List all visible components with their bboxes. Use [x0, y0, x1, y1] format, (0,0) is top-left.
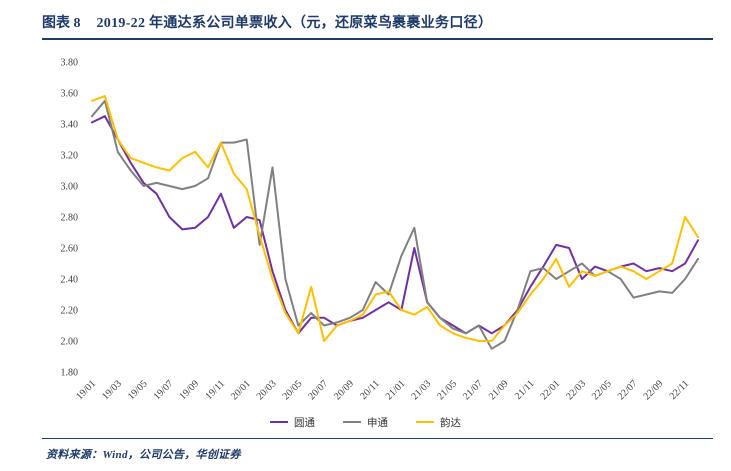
chart-area: 1.80 2.00 2.20 2.40 2.60 2.80 3.00 3.20 3.40 3.60… — [0, 42, 731, 428]
x-tick-label: 22/03 — [564, 378, 588, 402]
y-tick-label: 2.60 — [61, 244, 79, 255]
legend-item-yunda: 韵达 — [416, 415, 461, 430]
legend-swatch-sto — [343, 421, 361, 423]
legend-label-sto: 申通 — [367, 417, 388, 429]
x-tick-label: 20/09 — [332, 378, 356, 402]
chart-legend: 圆通 申通 韵达 — [0, 414, 731, 430]
series-line-sto — [91, 99, 699, 350]
x-tick-label: 20/07 — [306, 378, 330, 402]
legend-label-yto: 圆通 — [294, 417, 315, 429]
x-tick-label: 20/03 — [255, 378, 279, 402]
x-tick-label: 21/05 — [435, 378, 459, 402]
x-tick-label: 21/07 — [461, 378, 485, 402]
x-tick-label: 20/01 — [229, 378, 253, 402]
y-tick-label: 3.80 — [61, 58, 79, 69]
series-line-yunda — [91, 95, 699, 342]
x-tick-label: 19/05 — [126, 378, 150, 402]
x-tick-label: 20/11 — [358, 378, 382, 402]
x-tick-label: 19/07 — [152, 378, 176, 402]
y-tick-label: 3.40 — [61, 120, 79, 131]
x-tick-label: 21/11 — [513, 378, 537, 402]
x-tick-label: 22/09 — [642, 378, 666, 402]
x-tick-label: 22/01 — [538, 378, 562, 402]
title-divider — [42, 38, 713, 40]
x-tick-label: 22/05 — [590, 378, 614, 402]
series-line-yto — [91, 115, 699, 335]
legend-item-sto: 申通 — [343, 415, 388, 430]
y-tick-label: 2.00 — [61, 337, 79, 348]
x-tick-label: 19/09 — [177, 378, 201, 402]
line-chart: 1.80 2.00 2.20 2.40 2.60 2.80 3.00 3.20 3.40 3.60… — [61, 58, 699, 402]
figure-footer: 资料来源：Wind，公司公告，华创证券 — [42, 438, 713, 463]
legend-item-yto: 圆通 — [270, 415, 315, 430]
figure-label: 图表 8 — [42, 16, 81, 31]
y-tick-label: 2.40 — [61, 275, 79, 286]
x-tick-label: 19/03 — [100, 378, 124, 402]
y-tick-label: 3.00 — [61, 182, 79, 193]
x-tick-label: 19/11 — [203, 378, 227, 402]
x-tick-label: 21/03 — [409, 378, 433, 402]
y-tick-label: 3.20 — [61, 151, 79, 162]
y-tick-label: 2.80 — [61, 213, 79, 224]
legend-swatch-yto — [270, 421, 288, 423]
y-tick-label: 2.20 — [61, 306, 79, 317]
y-tick-label: 1.80 — [61, 368, 79, 379]
figure-header: 图表 8 2019-22 年通达系公司单票收入（元，还原菜鸟裹裹业务口径） — [0, 0, 731, 32]
y-tick-label: 3.60 — [61, 89, 79, 100]
figure-title: 2019-22 年通达系公司单票收入（元，还原菜鸟裹裹业务口径） — [96, 16, 493, 31]
x-tick-label: 19/01 — [74, 378, 98, 402]
x-tick-label: 22/11 — [668, 378, 692, 402]
x-tick-label: 21/01 — [384, 378, 408, 402]
x-tick-label: 22/07 — [616, 378, 640, 402]
x-tick-label: 21/09 — [487, 378, 511, 402]
legend-label-yunda: 韵达 — [440, 417, 461, 429]
legend-swatch-yunda — [416, 421, 434, 423]
source-note: 资料来源：Wind，公司公告，华创证券 — [46, 449, 241, 461]
x-tick-label: 20/05 — [281, 378, 305, 402]
